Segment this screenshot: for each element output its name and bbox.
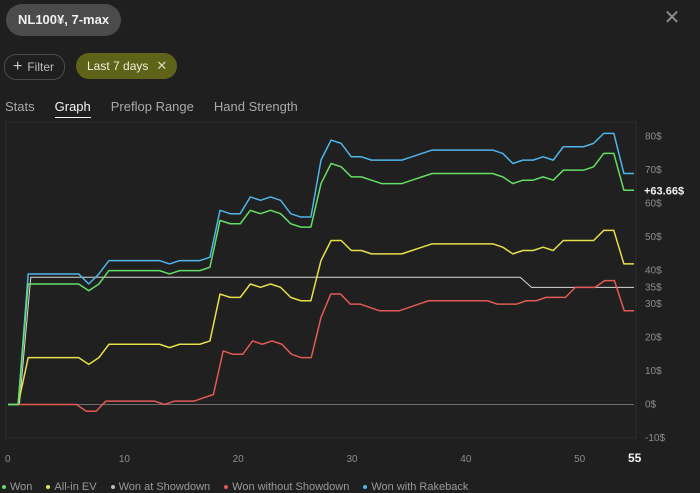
x-icon[interactable]: ✕ xyxy=(156,58,168,73)
table-title[interactable]: NL100¥, 7-max xyxy=(6,4,122,36)
series-line-0 xyxy=(8,276,634,406)
tab-hand-strength[interactable]: Hand Strength xyxy=(213,99,298,114)
y-tick-label: 60$ xyxy=(645,199,662,210)
y-tick-label: 35$ xyxy=(645,282,662,293)
x-tick-label: 30 xyxy=(346,454,358,465)
tab-preflop-range[interactable]: Preflop Range xyxy=(110,99,194,114)
y-tick-label: 20$ xyxy=(645,333,662,344)
y-tick-label: -10$ xyxy=(645,433,665,444)
legend-label: Won xyxy=(10,481,33,493)
legend-dot xyxy=(46,485,51,489)
legend-dot xyxy=(224,485,229,489)
legend-item[interactable]: All-in EV xyxy=(46,481,97,493)
y-tick-label: 70$ xyxy=(645,165,662,176)
y-tick-label: 10$ xyxy=(645,366,662,377)
legend-item[interactable]: Won with Rakeback xyxy=(363,481,468,493)
end-value-label: +63.66$ xyxy=(644,185,684,197)
legend-label: Won with Rakeback xyxy=(371,481,469,493)
filter-button[interactable]: + Filter xyxy=(4,54,66,80)
filter-label: Filter xyxy=(27,60,55,74)
tab-graph[interactable]: Graph xyxy=(54,99,91,118)
legend-label: Won at Showdown xyxy=(118,481,211,493)
tab-stats[interactable]: Stats xyxy=(5,99,35,114)
series-line-1 xyxy=(8,229,634,406)
date-filter-chip[interactable]: Last 7 days ✕ xyxy=(76,53,178,79)
x-tick-label: 40 xyxy=(460,454,472,465)
y-tick-label: 40$ xyxy=(645,266,662,277)
y-tick-label: 0$ xyxy=(645,400,657,411)
y-tick-label: 80$ xyxy=(645,132,662,143)
y-tick-label: 50$ xyxy=(645,232,662,243)
plus-icon: + xyxy=(13,58,23,75)
legend-item[interactable]: Won xyxy=(2,481,32,493)
legend-dot xyxy=(110,485,115,489)
chart-legend: Won All-in EV Won at Showdown Won withou… xyxy=(2,481,468,493)
x-max-label: 55 xyxy=(628,451,642,465)
plot-area xyxy=(5,121,637,439)
legend-label: All-in EV xyxy=(54,481,97,493)
y-tick-label: 30$ xyxy=(645,299,662,310)
x-tick-label: 0 xyxy=(5,454,11,465)
profit-graph: -10$ 0$ 10$ 20$ 30$ 35$ 40$ 50$ 60$ 70$ 80$ 0 10 20 30… xyxy=(5,121,684,465)
legend-label: Won without Showdown xyxy=(232,481,350,493)
chip-label: Last 7 days xyxy=(87,59,149,73)
close-icon[interactable]: ✕ xyxy=(663,7,681,29)
x-tick-label: 50 xyxy=(574,454,586,465)
x-tick-label: 20 xyxy=(233,454,245,465)
series-line-3 xyxy=(8,132,634,406)
series-line-4 xyxy=(8,152,634,406)
legend-item[interactable]: Won at Showdown xyxy=(110,481,211,493)
series-line-2 xyxy=(8,279,634,412)
legend-dot xyxy=(2,485,6,489)
x-tick-label: 10 xyxy=(119,454,131,465)
legend-dot xyxy=(363,485,368,489)
legend-item[interactable]: Won without Showdown xyxy=(224,481,349,493)
tab-bar: Stats Graph Preflop Range Hand Strength xyxy=(5,99,318,118)
